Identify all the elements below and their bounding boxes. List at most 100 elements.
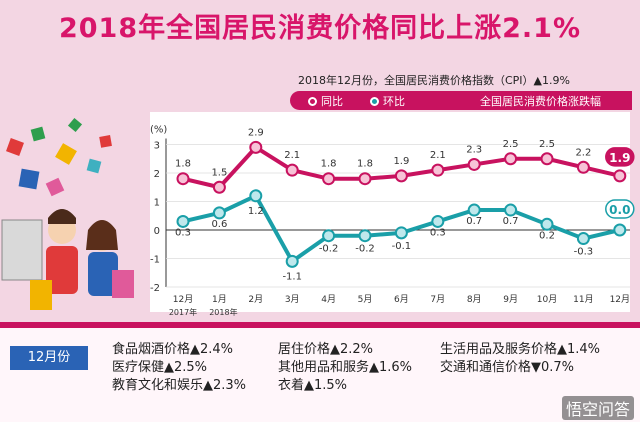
cube-icon [30, 126, 46, 142]
data-point [504, 203, 518, 217]
data-point [176, 214, 190, 228]
cart-icon [1, 219, 43, 281]
shopping-illustration [1, 117, 134, 310]
index-item: 生活用品及服务价格▲1.4% [440, 342, 601, 357]
cube-icon [18, 168, 40, 190]
year-label: 2018年 [209, 307, 237, 317]
data-label: 2.1 [284, 150, 300, 161]
data-point [467, 157, 481, 171]
data-label: 1.8 [175, 159, 191, 170]
bag-icon [30, 280, 52, 310]
data-label: 0.3 [430, 227, 446, 238]
month-tag: 12月份 [10, 346, 88, 370]
data-point [504, 152, 518, 166]
index-item: 医疗保健▲2.5% [112, 360, 208, 375]
data-point [394, 169, 408, 183]
x-tick-label: 12月 [173, 294, 193, 305]
x-tick-label: 7月 [430, 294, 445, 305]
cube-icon [67, 117, 83, 133]
x-tick-label: 1月 [212, 294, 227, 305]
plot-area [150, 112, 630, 312]
data-label: 0.7 [466, 216, 482, 227]
data-label: 2.5 [539, 139, 555, 150]
legend-note: 全国居民消费价格涨跌幅 [480, 93, 601, 109]
x-tick-label: 6月 [394, 294, 409, 305]
cube-icon [55, 143, 77, 165]
y-tick-label: -2 [150, 283, 160, 294]
x-tick-label: 5月 [358, 294, 373, 305]
x-tick-label: 3月 [285, 294, 300, 305]
y-tick-label: 0 [154, 226, 160, 237]
y-tick-label: 3 [154, 141, 160, 152]
x-tick-label: 2月 [248, 294, 263, 305]
y-tick-label: 1 [154, 198, 160, 209]
index-item: 其他用品和服务▲1.6% [278, 360, 413, 375]
cube-icon [45, 177, 65, 197]
y-tick-label: -1 [150, 255, 160, 266]
data-label-badge [605, 147, 635, 167]
cpi-chart: (%) 3 2 1 0 -1 -2 12月 1月 2月 3月 4月 5月 6月 7月 8月 9月 10月 11月 12… [150, 112, 635, 317]
data-point [249, 189, 263, 203]
category-panel: 12月份 食品烟酒价格▲2.4% 居住价格▲2.2% 生活用品及服务价格▲1.4… [0, 322, 640, 422]
data-label: 2.1 [430, 150, 446, 161]
data-point [285, 254, 299, 268]
data-label: 1.9 [393, 156, 409, 167]
data-point [176, 172, 190, 186]
data-label: 2.5 [503, 139, 519, 150]
index-item: 居住价格▲2.2% [278, 342, 374, 357]
y-tick-label: 2 [154, 169, 160, 180]
legend-note-label: 全国居民消费价格涨跌幅 [480, 95, 601, 108]
data-label: -1.1 [282, 271, 302, 282]
data-label: 1.8 [321, 159, 337, 170]
data-point [540, 152, 554, 166]
data-label: 0.0 [609, 203, 630, 217]
data-point [358, 172, 372, 186]
data-label: 1.5 [211, 167, 227, 178]
y-axis-label: (%) [150, 125, 167, 136]
cube-icon [99, 135, 112, 148]
legend-mom: 环比 [370, 93, 405, 109]
data-label: 0.6 [211, 219, 227, 230]
data-label: 0.7 [503, 216, 519, 227]
data-point [322, 172, 336, 186]
cpi-subtitle: 2018年12月份，全国居民消费价格指数（CPI）▲1.9% [298, 74, 570, 87]
data-label: 1.9 [609, 151, 630, 165]
data-point [322, 229, 336, 243]
data-label: 0.3 [175, 227, 191, 238]
data-label: -0.1 [392, 241, 412, 252]
data-label: -0.3 [574, 247, 594, 258]
index-item: 教育文化和娱乐▲2.3% [112, 378, 247, 393]
data-label: 2.3 [466, 144, 482, 155]
data-point [540, 217, 554, 231]
data-point [576, 160, 590, 174]
cube-icon [86, 158, 102, 174]
x-tick-label: 8月 [467, 294, 482, 305]
data-label: -0.2 [319, 244, 339, 255]
data-label: 2.9 [248, 127, 264, 138]
data-point [613, 223, 627, 237]
data-point [285, 163, 299, 177]
data-point [394, 226, 408, 240]
index-item: 衣着▲1.5% [278, 378, 348, 393]
data-label: 2.2 [575, 147, 591, 158]
page-title: 2018年全国居民消费价格同比上涨2.1% [58, 13, 582, 44]
bag-icon [112, 270, 134, 298]
year-label: 2017年 [169, 307, 197, 317]
cube-icon [6, 138, 24, 156]
data-label: 1.8 [357, 159, 373, 170]
watermark: 悟空问答 [561, 396, 634, 420]
x-tick-label: 11月 [573, 294, 593, 305]
data-point [212, 206, 226, 220]
legend-bar: 同比 环比 全国居民消费价格涨跌幅 [290, 91, 632, 110]
mom-dot-icon [370, 96, 379, 106]
x-tick-label: 12月 [610, 294, 630, 305]
x-tick-label: 4月 [321, 294, 336, 305]
data-point [431, 163, 445, 177]
legend-yoy: 同比 [308, 93, 343, 109]
legend-mom-label: 环比 [383, 95, 405, 108]
data-point [467, 203, 481, 217]
yoy-dot-icon [308, 96, 317, 106]
data-point [212, 180, 226, 194]
data-point [358, 229, 372, 243]
legend-yoy-label: 同比 [321, 95, 343, 108]
